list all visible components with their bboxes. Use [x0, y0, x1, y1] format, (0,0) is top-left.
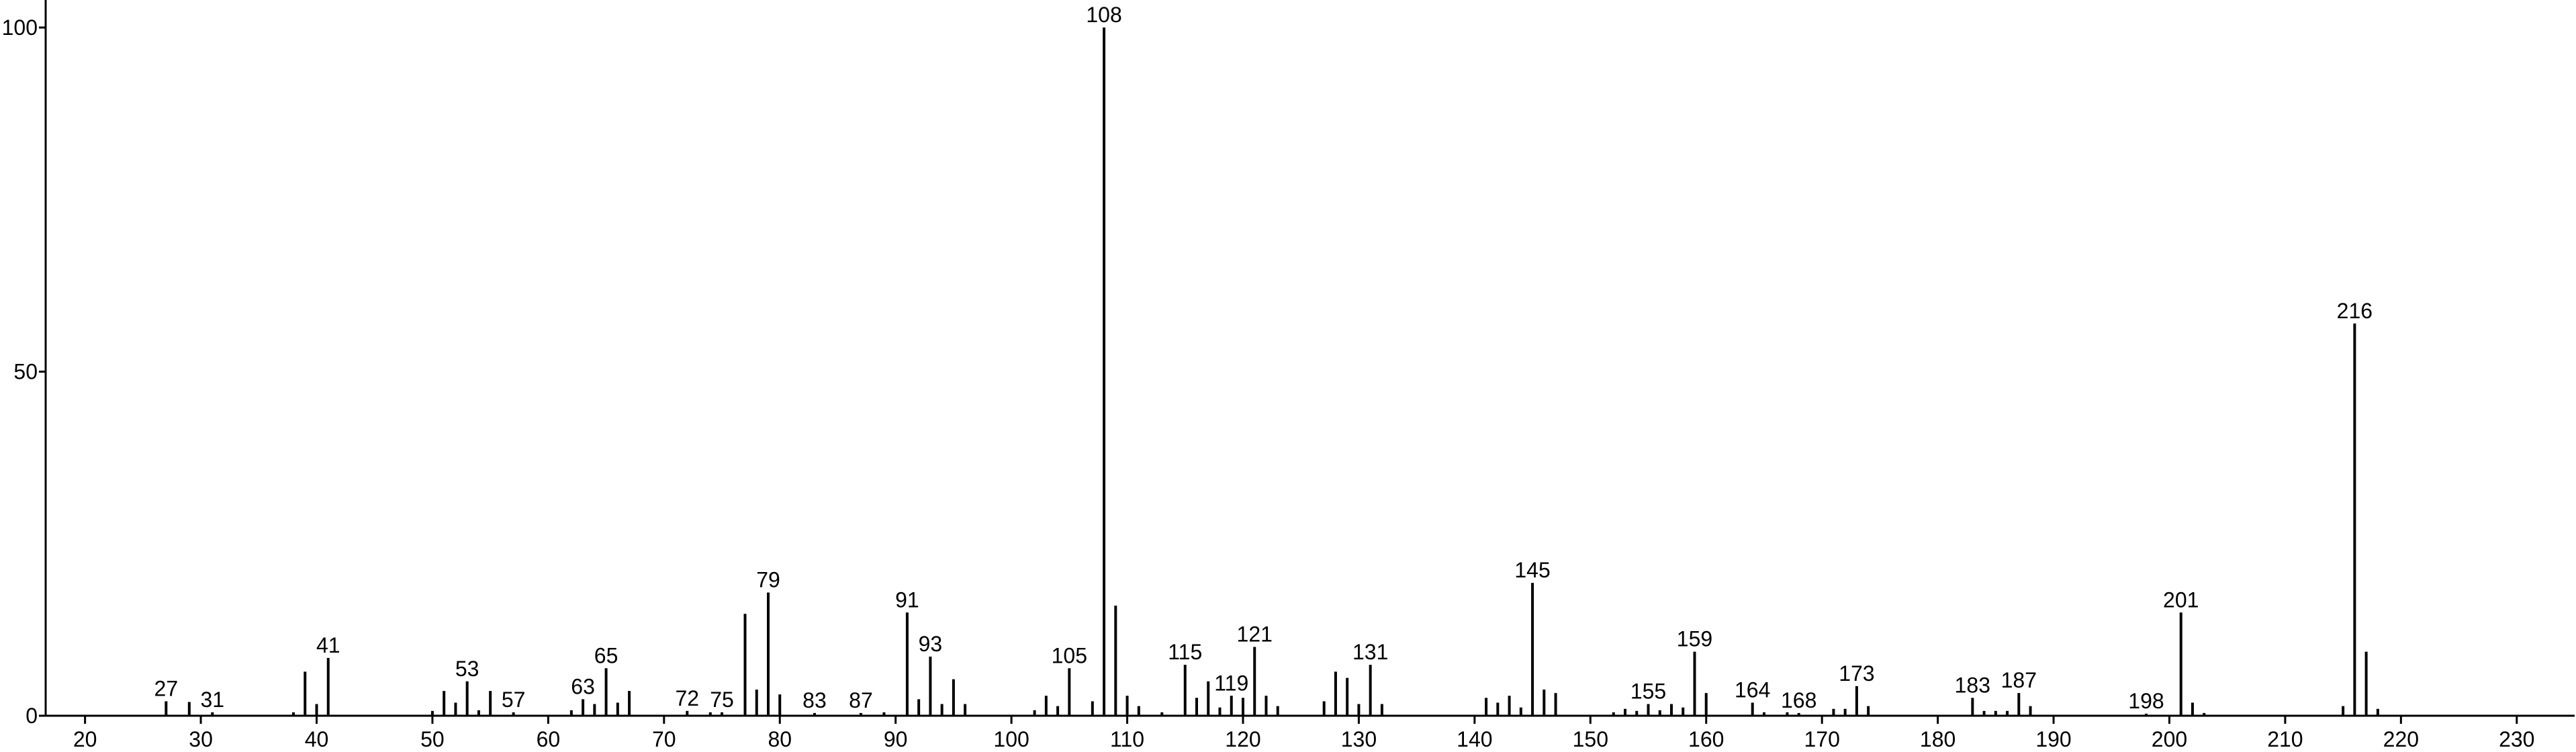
x-tick-label: 70 [652, 727, 676, 751]
peak-label: 93 [919, 632, 943, 656]
peak-label: 57 [502, 688, 526, 712]
peak-label: 216 [2337, 299, 2373, 323]
x-tick-label: 60 [537, 727, 561, 751]
x-tick-label: 160 [1688, 727, 1724, 751]
peak-label: 131 [1352, 640, 1388, 664]
peak-label: 173 [1839, 661, 1874, 686]
x-tick-label: 110 [1110, 727, 1144, 751]
x-tick-label: 80 [768, 727, 792, 751]
x-tick-label: 120 [1225, 727, 1260, 751]
peak-label: 155 [1630, 679, 1666, 704]
peak-label: 31 [201, 688, 225, 712]
peak-label: 27 [154, 676, 179, 700]
x-tick-label: 180 [1920, 727, 1956, 751]
x-tick-label: 100 [993, 727, 1029, 751]
x-tick-label: 150 [1573, 727, 1608, 751]
peak-label: 159 [1677, 627, 1712, 651]
peak-label: 183 [1955, 673, 1990, 697]
y-tick-label: 100 [2, 15, 38, 40]
peak-label: 168 [1781, 688, 1816, 712]
x-tick-label: 20 [73, 727, 97, 751]
y-tick-label: 50 [13, 360, 38, 384]
peak-label: 63 [571, 674, 595, 698]
peak-label: 198 [2128, 689, 2164, 713]
peak-label: 87 [849, 688, 873, 712]
peak-label: 105 [1052, 643, 1087, 667]
peak-label: 91 [895, 588, 919, 612]
x-tick-label: 140 [1457, 727, 1492, 751]
x-tick-label: 50 [420, 727, 445, 751]
x-tick-label: 30 [189, 727, 213, 751]
peak-label: 65 [594, 643, 618, 667]
peak-label: 83 [802, 688, 827, 712]
x-tick-label: 40 [305, 727, 329, 751]
x-tick-label: 200 [2152, 727, 2187, 751]
peak-label: 108 [1086, 3, 1121, 27]
peak-label: 75 [710, 688, 734, 712]
x-tick-label: 130 [1341, 727, 1377, 751]
peak-label: 41 [316, 633, 340, 657]
peak-label: 164 [1735, 678, 1770, 702]
peak-label: 115 [1168, 640, 1202, 664]
y-tick-label: 0 [26, 704, 38, 728]
x-tick-label: 90 [884, 727, 908, 751]
peak-label: 121 [1237, 622, 1273, 647]
x-tick-label: 230 [2499, 727, 2534, 751]
peak-label: 79 [756, 568, 780, 592]
peak-label: 72 [675, 686, 699, 710]
peak-label: 119 [1214, 671, 1248, 695]
x-tick-label: 170 [1804, 727, 1839, 751]
x-tick-label: 190 [2035, 727, 2071, 751]
peak-label: 145 [1514, 558, 1550, 582]
peak-label: 53 [455, 657, 479, 681]
peak-label: 201 [2163, 588, 2199, 612]
peak-label: 187 [2001, 668, 2037, 692]
x-tick-label: 220 [2383, 727, 2419, 751]
x-tick-label: 210 [2267, 727, 2303, 751]
